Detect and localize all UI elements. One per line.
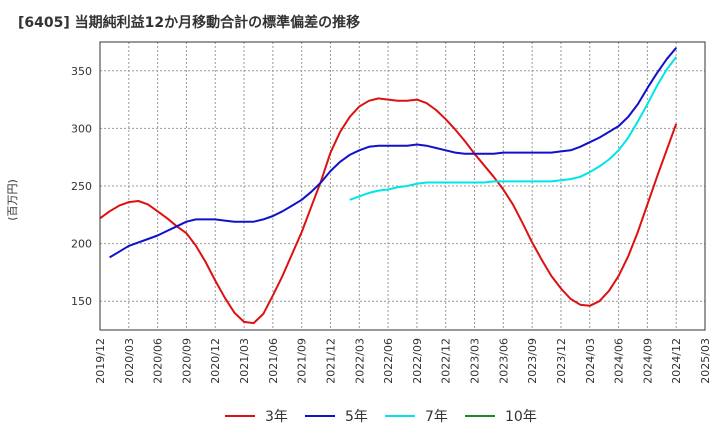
legend-label: 10年: [505, 409, 537, 425]
series-line-2: [109, 47, 677, 259]
legend-item: 3年: [225, 404, 288, 428]
legend-swatch: [225, 415, 255, 417]
x-tick-label: 2023/09: [526, 338, 539, 384]
x-tick-label: 2021/09: [296, 338, 309, 384]
x-tick-label: 2020/09: [180, 338, 193, 384]
x-tick-labels: 2019/12 2020/03 2020/06 2020/09 2020/12 2021/…: [94, 338, 712, 384]
x-tick-label: 2024/03: [584, 338, 597, 384]
x-tick-label: 2023/06: [497, 338, 510, 384]
x-tick-label: 2023/03: [469, 338, 482, 384]
x-tick-label: 2022/03: [353, 338, 366, 384]
x-tick-label: 2022/09: [411, 338, 424, 384]
y-tick-label: 350: [71, 65, 92, 78]
legend-item: 7年: [385, 404, 448, 428]
series-line-3: [349, 56, 677, 201]
x-tick-label: 2025/03: [699, 338, 712, 384]
x-tick-label: 2020/12: [209, 338, 222, 384]
x-tick-label: 2020/06: [152, 338, 165, 384]
y-tick-label: 300: [71, 122, 92, 135]
x-tick-label: 2022/12: [440, 338, 453, 384]
legend-swatch: [465, 415, 495, 417]
x-tick-label: 2021/03: [238, 338, 251, 384]
legend-item: 10年: [465, 404, 537, 428]
x-tick-label: 2021/12: [324, 338, 337, 384]
x-tick-label: 2024/12: [670, 338, 683, 384]
chart-title: [6405] 当期純利益12か月移動合計の標準偏差の推移: [18, 15, 361, 31]
x-tick-label: 2022/06: [382, 338, 395, 384]
x-tick-label: 2024/09: [641, 338, 654, 384]
legend-swatch: [385, 415, 415, 417]
series-line-1: [99, 97, 678, 325]
legend-label: 3年: [265, 409, 288, 425]
legend-item: 5年: [305, 404, 368, 428]
x-tick-label: 2024/06: [613, 338, 626, 384]
x-tick-label: 2021/06: [267, 338, 280, 384]
x-tick-label: 2020/03: [123, 338, 136, 384]
y-tick-label: 200: [71, 238, 92, 251]
legend-swatch: [305, 415, 335, 417]
legend: 3年 5年 7年 10年: [0, 404, 720, 428]
plot-border: [99, 41, 706, 331]
y-tick-label: 250: [71, 180, 92, 193]
y-tick-label: 150: [71, 295, 92, 308]
series-lines: [99, 47, 678, 325]
y-tick-labels: 150 200 250 300 350: [71, 65, 92, 308]
legend-label: 7年: [425, 409, 448, 425]
x-tick-label: 2019/12: [94, 338, 107, 384]
x-tick-label: 2023/12: [555, 338, 568, 384]
legend-label: 5年: [345, 409, 368, 425]
